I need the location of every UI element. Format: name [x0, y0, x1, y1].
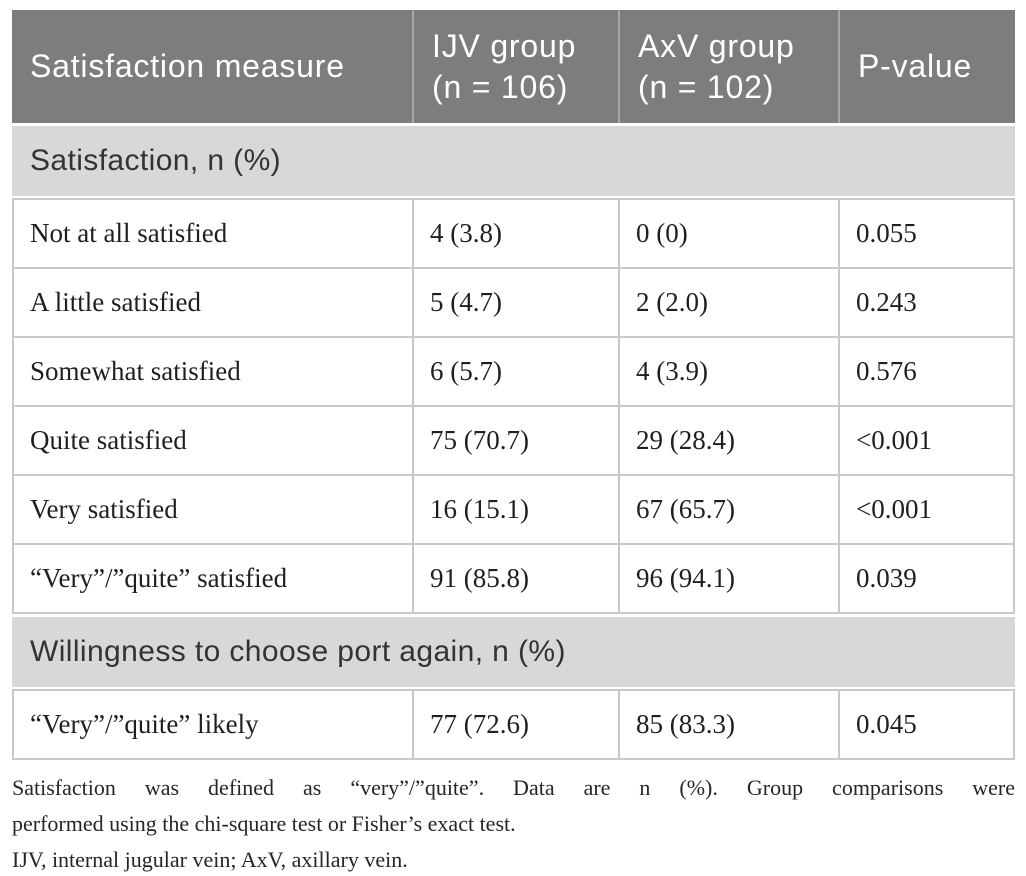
ijv-value-cell: 5 (4.7): [412, 269, 618, 336]
header-cell-pvalue: P-value: [838, 10, 1015, 123]
row-label-cell: “Very”/”quite” likely: [30, 709, 259, 739]
header-label: P-value: [858, 48, 973, 84]
row-label-cell: Quite satisfied: [30, 425, 187, 455]
row-label-cell: Not at all satisfied: [30, 218, 228, 248]
pvalue-cell: 0.039: [838, 545, 1013, 612]
header-cell-satisfaction-measure: Satisfaction measure: [12, 10, 412, 123]
section-willingness-rows: “Very”/”quite” likely 77 (72.6) 85 (83.3…: [12, 689, 1015, 760]
footnote-abbreviations: IJV, internal jugular vein; AxV, axillar…: [12, 847, 408, 872]
ijv-value-cell: 91 (85.8): [412, 545, 618, 612]
table-row: Quite satisfied 75 (70.7) 29 (28.4) <0.0…: [14, 405, 1013, 474]
section-title: Willingness to choose port again, n (%): [30, 635, 566, 668]
axv-value-cell: 29 (28.4): [618, 407, 838, 474]
header-label-line1: IJV group: [432, 27, 577, 64]
footnote-line: performed using the chi-square test or F…: [12, 811, 516, 836]
ijv-value-cell: 77 (72.6): [412, 691, 618, 758]
row-label-cell: Somewhat satisfied: [30, 356, 241, 386]
header-cell-axv-group: AxV group (n = 102): [618, 10, 838, 123]
header-label-line2: (n = 102): [638, 68, 775, 105]
footnote-line: Satisfaction was defined as “very”/”quit…: [12, 775, 1015, 800]
row-label-cell: “Very”/”quite” satisfied: [30, 563, 288, 593]
section-header-satisfaction: Satisfaction, n (%): [12, 126, 1015, 196]
row-label-cell: A little satisfied: [30, 287, 201, 317]
header-label-line1: AxV group: [638, 27, 795, 64]
ijv-value-cell: 4 (3.8): [412, 200, 618, 267]
axv-value-cell: 0 (0): [618, 200, 838, 267]
table-row: Not at all satisfied 4 (3.8) 0 (0) 0.055: [14, 200, 1013, 267]
axv-value-cell: 4 (3.9): [618, 338, 838, 405]
table-header-row: Satisfaction measure IJV group (n = 106)…: [12, 10, 1015, 123]
axv-value-cell: 96 (94.1): [618, 545, 838, 612]
table-row: Somewhat satisfied 6 (5.7) 4 (3.9) 0.576: [14, 336, 1013, 405]
ijv-value-cell: 16 (15.1): [412, 476, 618, 543]
table-row: “Very”/”quite” satisfied 91 (85.8) 96 (9…: [14, 543, 1013, 612]
section-header-willingness: Willingness to choose port again, n (%): [12, 617, 1015, 687]
section-satisfaction-rows: Not at all satisfied 4 (3.8) 0 (0) 0.055…: [12, 198, 1015, 614]
pvalue-cell: 0.045: [838, 691, 1013, 758]
pvalue-cell: <0.001: [838, 407, 1013, 474]
table-row: A little satisfied 5 (4.7) 2 (2.0) 0.243: [14, 267, 1013, 336]
header-label-line2: (n = 106): [432, 68, 569, 105]
header-label: Satisfaction measure: [30, 48, 345, 84]
table-row: “Very”/”quite” likely 77 (72.6) 85 (83.3…: [14, 691, 1013, 758]
axv-value-cell: 2 (2.0): [618, 269, 838, 336]
ijv-value-cell: 75 (70.7): [412, 407, 618, 474]
header-cell-ijv-group: IJV group (n = 106): [412, 10, 618, 123]
table-footnotes: Satisfaction was defined as “very”/”quit…: [12, 770, 1015, 876]
axv-value-cell: 67 (65.7): [618, 476, 838, 543]
pvalue-cell: 0.243: [838, 269, 1013, 336]
section-title: Satisfaction, n (%): [30, 144, 282, 177]
pvalue-cell: 0.055: [838, 200, 1013, 267]
axv-value-cell: 85 (83.3): [618, 691, 838, 758]
row-label-cell: Very satisfied: [30, 494, 178, 524]
pvalue-cell: <0.001: [838, 476, 1013, 543]
satisfaction-table: Satisfaction measure IJV group (n = 106)…: [12, 10, 1015, 760]
pvalue-cell: 0.576: [838, 338, 1013, 405]
table-row: Very satisfied 16 (15.1) 67 (65.7) <0.00…: [14, 474, 1013, 543]
ijv-value-cell: 6 (5.7): [412, 338, 618, 405]
